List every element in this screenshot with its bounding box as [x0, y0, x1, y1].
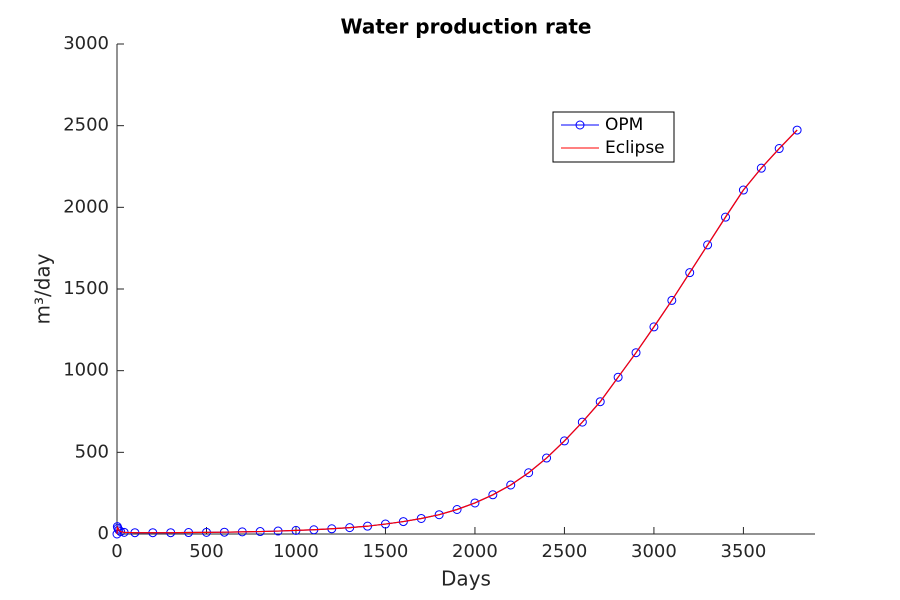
- data-point: [649, 322, 659, 332]
- y-tick-label: 1000: [63, 360, 109, 381]
- y-tick-label: 1500: [63, 278, 109, 299]
- data-point: [721, 212, 731, 222]
- x-axis-label: Days: [441, 567, 491, 591]
- data-point: [774, 144, 784, 154]
- x-tick-label: 500: [189, 541, 223, 562]
- x-tick-label: 3500: [721, 541, 767, 562]
- series-line: [116, 129, 798, 535]
- data-point: [738, 185, 748, 195]
- y-tick-label: 2500: [63, 115, 109, 136]
- data-point: [434, 510, 444, 520]
- data-point: [542, 453, 552, 463]
- y-tick-label: 500: [75, 441, 109, 462]
- data-point: [667, 295, 677, 305]
- data-point: [470, 498, 480, 508]
- data-point: [452, 505, 462, 514]
- y-tick-label: 2000: [63, 196, 109, 217]
- x-tick-label: 2000: [452, 541, 498, 562]
- data-point: [792, 125, 802, 135]
- data-point: [559, 436, 569, 446]
- data-point: [685, 268, 695, 278]
- data-point: [613, 372, 623, 382]
- data-point: [703, 240, 713, 250]
- data-point: [488, 490, 498, 500]
- data-point: [524, 468, 534, 478]
- legend-marker: [575, 120, 585, 130]
- x-tick-label: 1500: [363, 541, 409, 562]
- data-point: [114, 525, 124, 535]
- data-point: [595, 397, 605, 407]
- y-tick-label: 3000: [63, 33, 109, 54]
- data-point: [577, 417, 587, 427]
- legend: OPM Eclipse: [552, 111, 675, 163]
- data-point: [113, 523, 123, 533]
- data-point: [506, 480, 516, 490]
- x-tick-label: 2500: [542, 541, 588, 562]
- chart-title: Water production rate: [341, 15, 592, 39]
- data-point: [416, 513, 426, 523]
- y-tick-label: 0: [98, 523, 109, 544]
- legend-label: Eclipse: [605, 138, 665, 158]
- x-tick-label: 3000: [631, 541, 677, 562]
- y-axis-label: m³/day: [31, 253, 55, 324]
- x-tick-label: 1000: [273, 541, 319, 562]
- data-point: [756, 163, 766, 173]
- x-tick-label: 0: [111, 541, 122, 562]
- legend-box: [552, 111, 675, 163]
- data-point: [631, 348, 641, 358]
- legend-label: OPM: [605, 115, 643, 135]
- series-line: [116, 129, 798, 535]
